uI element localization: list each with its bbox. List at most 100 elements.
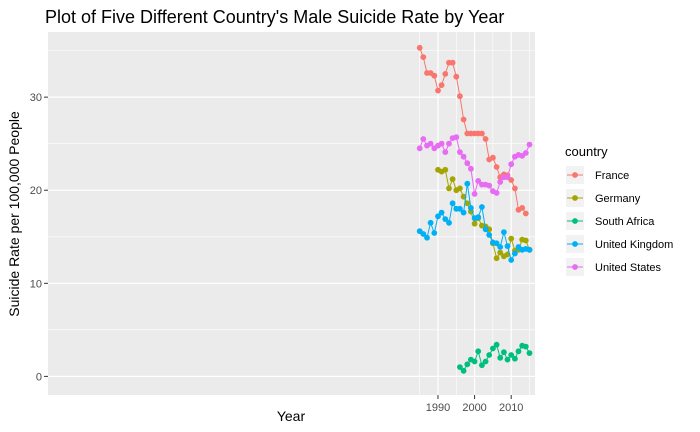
data-point-united-kingdom (512, 250, 518, 257)
data-point-germany (457, 185, 463, 192)
plot-panel (48, 32, 535, 395)
x-axis-title: Year (277, 408, 306, 424)
data-point-germany (446, 185, 452, 192)
data-point-south-africa (501, 349, 507, 356)
data-point-south-africa (512, 355, 518, 362)
x-tick-labels: 1990 2000 2010 (426, 402, 524, 414)
data-point-south-africa (504, 356, 511, 363)
legend-key-point (572, 241, 578, 247)
legend-key-point (572, 218, 578, 224)
data-point-south-africa (464, 361, 471, 368)
legend: country France Germany South Africa United … (565, 144, 673, 276)
data-point-south-africa (479, 362, 485, 369)
data-point-united-kingdom (508, 257, 515, 263)
data-point-france (431, 72, 438, 79)
data-point-united-kingdom (504, 243, 511, 250)
data-point-united-kingdom (486, 232, 493, 238)
data-point-united-states (504, 174, 511, 181)
data-point-united-states (438, 140, 445, 147)
data-point-france (519, 205, 526, 211)
data-point-united-kingdom (435, 213, 441, 220)
axis-ticks (44, 96, 512, 399)
y-tick-label: 10 (30, 278, 42, 290)
y-axis-title: Suicide Rate per 100,000 People (6, 111, 22, 317)
legend-key-point (572, 264, 578, 270)
data-point-france (435, 87, 441, 94)
data-point-united-kingdom (424, 234, 430, 241)
data-point-france (479, 130, 485, 137)
data-point-france (460, 116, 467, 123)
data-point-france (453, 73, 460, 80)
data-point-united-kingdom (464, 180, 471, 187)
legend-item-south-africa: South Africa (566, 212, 655, 230)
data-point-united-states (471, 191, 478, 197)
legend-label: France (595, 170, 629, 182)
legend-label: South Africa (595, 216, 655, 228)
data-point-france (449, 59, 456, 66)
data-point-germany (497, 249, 504, 256)
data-point-south-africa (457, 364, 463, 370)
data-point-france (493, 164, 500, 170)
data-point-united-states (420, 136, 427, 142)
data-point-germany (442, 166, 449, 173)
data-point-south-africa (482, 358, 489, 365)
legend-label: United Kingdom (595, 239, 673, 251)
data-point-united-kingdom (493, 240, 500, 247)
y-tick-label: 30 (30, 92, 42, 104)
data-point-france (490, 154, 496, 161)
data-point-germany (464, 200, 471, 207)
data-point-united-kingdom (468, 205, 474, 211)
data-point-united-states (493, 190, 500, 196)
data-point-united-kingdom (475, 214, 482, 221)
data-point-united-kingdom (420, 231, 427, 237)
data-point-united-kingdom (446, 219, 452, 226)
data-point-united-states (468, 165, 474, 172)
series-south-africa (457, 341, 533, 374)
data-point-united-kingdom (427, 219, 434, 226)
series-layer (416, 44, 533, 374)
data-point-germany (471, 220, 478, 227)
data-point-united-kingdom (482, 226, 489, 233)
y-tick-labels: 0 10 20 30 (30, 92, 42, 383)
chart-title: Plot of Five Different Country's Male Su… (45, 7, 504, 27)
data-point-germany (508, 235, 515, 242)
data-point-south-africa (522, 343, 529, 350)
data-point-france (522, 210, 529, 217)
data-point-united-states (453, 134, 460, 141)
y-tick-label: 20 (30, 185, 42, 197)
data-point-united-kingdom (431, 230, 438, 236)
legend-label: United States (595, 262, 662, 274)
data-point-united-states (460, 153, 467, 160)
data-point-united-states (442, 149, 449, 156)
data-point-united-kingdom (442, 216, 449, 223)
data-point-united-states (427, 140, 434, 147)
legend-item-united-kingdom: United Kingdom (566, 235, 673, 253)
data-point-united-kingdom (460, 209, 467, 216)
data-point-united-states (486, 182, 493, 189)
data-point-united-kingdom (479, 204, 485, 210)
data-point-france (416, 44, 423, 51)
series-united-states (416, 134, 533, 197)
legend-key-point (572, 172, 578, 178)
data-point-united-states (416, 145, 423, 152)
data-point-united-kingdom (526, 246, 533, 253)
x-tick-label: 2000 (462, 402, 486, 414)
data-point-united-states (446, 140, 452, 147)
data-point-germany (493, 255, 500, 262)
x-tick-label: 2010 (499, 402, 523, 414)
data-point-united-states (475, 178, 482, 184)
data-point-united-states (464, 160, 471, 167)
data-point-united-kingdom (449, 200, 456, 207)
data-point-france (512, 185, 518, 192)
legend-key-point (572, 195, 578, 201)
data-point-united-kingdom (497, 244, 504, 250)
data-point-south-africa (490, 345, 496, 352)
data-point-united-kingdom (501, 229, 507, 236)
data-point-france (438, 82, 445, 88)
data-point-south-africa (460, 367, 467, 374)
series-germany (435, 166, 533, 262)
minor-gridlines (48, 32, 535, 395)
data-point-united-states (497, 179, 504, 185)
data-point-south-africa (486, 352, 493, 358)
